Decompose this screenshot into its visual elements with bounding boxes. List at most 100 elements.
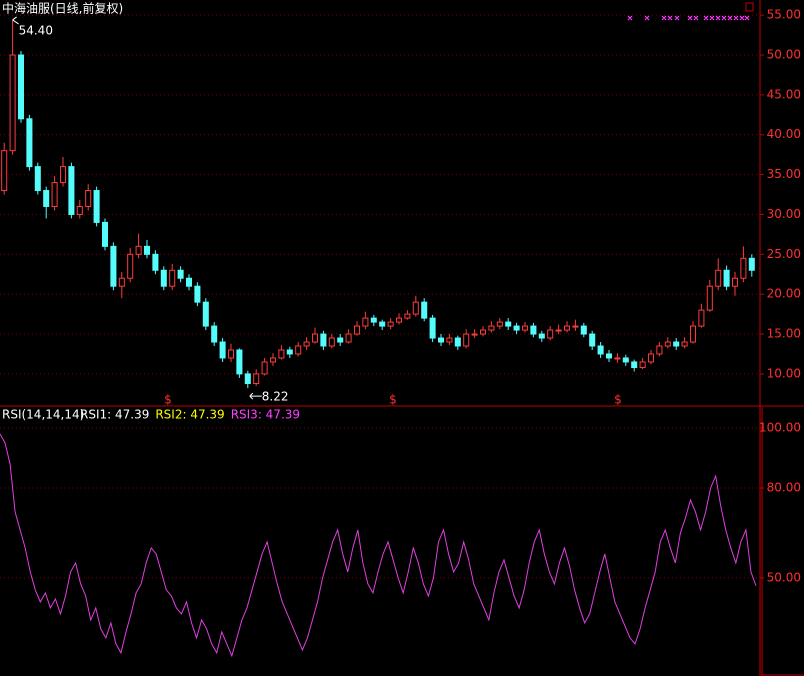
min-arrow (249, 392, 262, 400)
candle-body (412, 301, 419, 315)
y-tick-label: 50.00 (767, 48, 801, 62)
candle-body (740, 257, 747, 279)
candle-body (463, 333, 470, 347)
event-label: $ (164, 393, 172, 407)
candle-body (387, 321, 394, 327)
candle-body (26, 118, 33, 168)
candle-body (278, 349, 285, 359)
candle-body (715, 269, 722, 287)
candle-body (76, 205, 83, 215)
candle-body (127, 253, 134, 279)
candle-body (261, 361, 268, 375)
candle-body (513, 325, 520, 331)
candle-body (85, 190, 92, 207)
candle-body (295, 345, 302, 355)
chart-title: 中海油服(日线,前复权) (2, 1, 123, 16)
candle-body (152, 253, 159, 271)
candle-body (227, 349, 235, 359)
candle-body (421, 301, 428, 319)
panel-icon (745, 2, 754, 12)
candle-body (9, 54, 16, 152)
candle-body (43, 190, 50, 207)
candle-body (311, 333, 319, 343)
candle-body (219, 341, 226, 359)
candle-body (622, 357, 629, 363)
candle-body (328, 337, 335, 347)
candle-body (496, 321, 503, 327)
legend-entry: RSI2: 47.39 (155, 408, 224, 422)
candle-body (362, 317, 369, 327)
candle-body (580, 325, 587, 335)
candle-body (731, 277, 739, 287)
candle-body (521, 325, 529, 331)
candle-body (59, 166, 67, 184)
candle-body (194, 285, 201, 303)
candle-body (202, 301, 209, 327)
candle-body (118, 277, 125, 287)
y-tick-label: 55.00 (767, 8, 801, 22)
candle-body (269, 357, 277, 363)
indicator-title: RSI(14,14,14) (2, 408, 84, 422)
candle-body (471, 333, 478, 336)
candle-body (664, 341, 671, 347)
candle-body (597, 345, 604, 355)
y-tick-label: 100.00 (759, 420, 801, 434)
y-tick-label: 30.00 (767, 207, 801, 221)
candle-body (614, 357, 621, 360)
event-label: $ (614, 393, 622, 407)
candle-body (303, 341, 310, 347)
candle-body (345, 333, 352, 343)
candle-body (647, 353, 655, 363)
candle-body (51, 182, 58, 207)
candle-body (370, 317, 377, 323)
candle-body (530, 325, 537, 335)
max-arrow (12, 16, 19, 25)
y-tick-label: 10.00 (767, 366, 801, 380)
rsi-line (0, 433, 757, 658)
candle-body (320, 333, 327, 347)
candle-body (706, 285, 713, 311)
candle-body (555, 329, 562, 332)
legend-entry: RSI3: 47.39 (231, 408, 300, 422)
y-tick-label: 45.00 (767, 87, 801, 101)
candle-body (479, 329, 487, 335)
candle-body (538, 333, 545, 339)
y-tick-label: 80.00 (767, 480, 801, 494)
candle-body (379, 321, 386, 327)
candle-body (110, 245, 117, 287)
candle-body (101, 221, 109, 247)
y-tick-label: 25.00 (767, 247, 801, 261)
candle-body (681, 341, 688, 347)
candle-body (589, 333, 596, 347)
candle-body (689, 325, 697, 343)
candle-body (353, 325, 361, 335)
y-tick-label: 20.00 (767, 287, 801, 301)
candle-body (656, 345, 663, 355)
candle-body (244, 373, 251, 384)
candle-body (563, 325, 571, 331)
candle-body (429, 317, 436, 339)
y-tick-label: 40.00 (767, 127, 801, 141)
y-tick-label: 35.00 (767, 167, 801, 181)
candle-body (748, 257, 755, 271)
candle-body (639, 361, 646, 369)
candle-body (211, 325, 218, 343)
candle-body (572, 325, 579, 328)
legend-entry: RSI1: 47.39 (80, 408, 149, 422)
candle-body (34, 166, 41, 192)
candle-body (253, 373, 260, 384)
candle-body (547, 329, 554, 339)
candle-body (1, 150, 8, 192)
candle-body (605, 353, 613, 359)
signal-marks (627, 15, 750, 21)
candle-body (505, 321, 512, 327)
candle-body (286, 349, 293, 355)
candle-body (446, 337, 453, 343)
candle-body (437, 337, 445, 343)
candle-body (631, 361, 638, 369)
candle-body (337, 337, 344, 343)
candle-body (236, 349, 243, 375)
candle-body (723, 269, 730, 287)
